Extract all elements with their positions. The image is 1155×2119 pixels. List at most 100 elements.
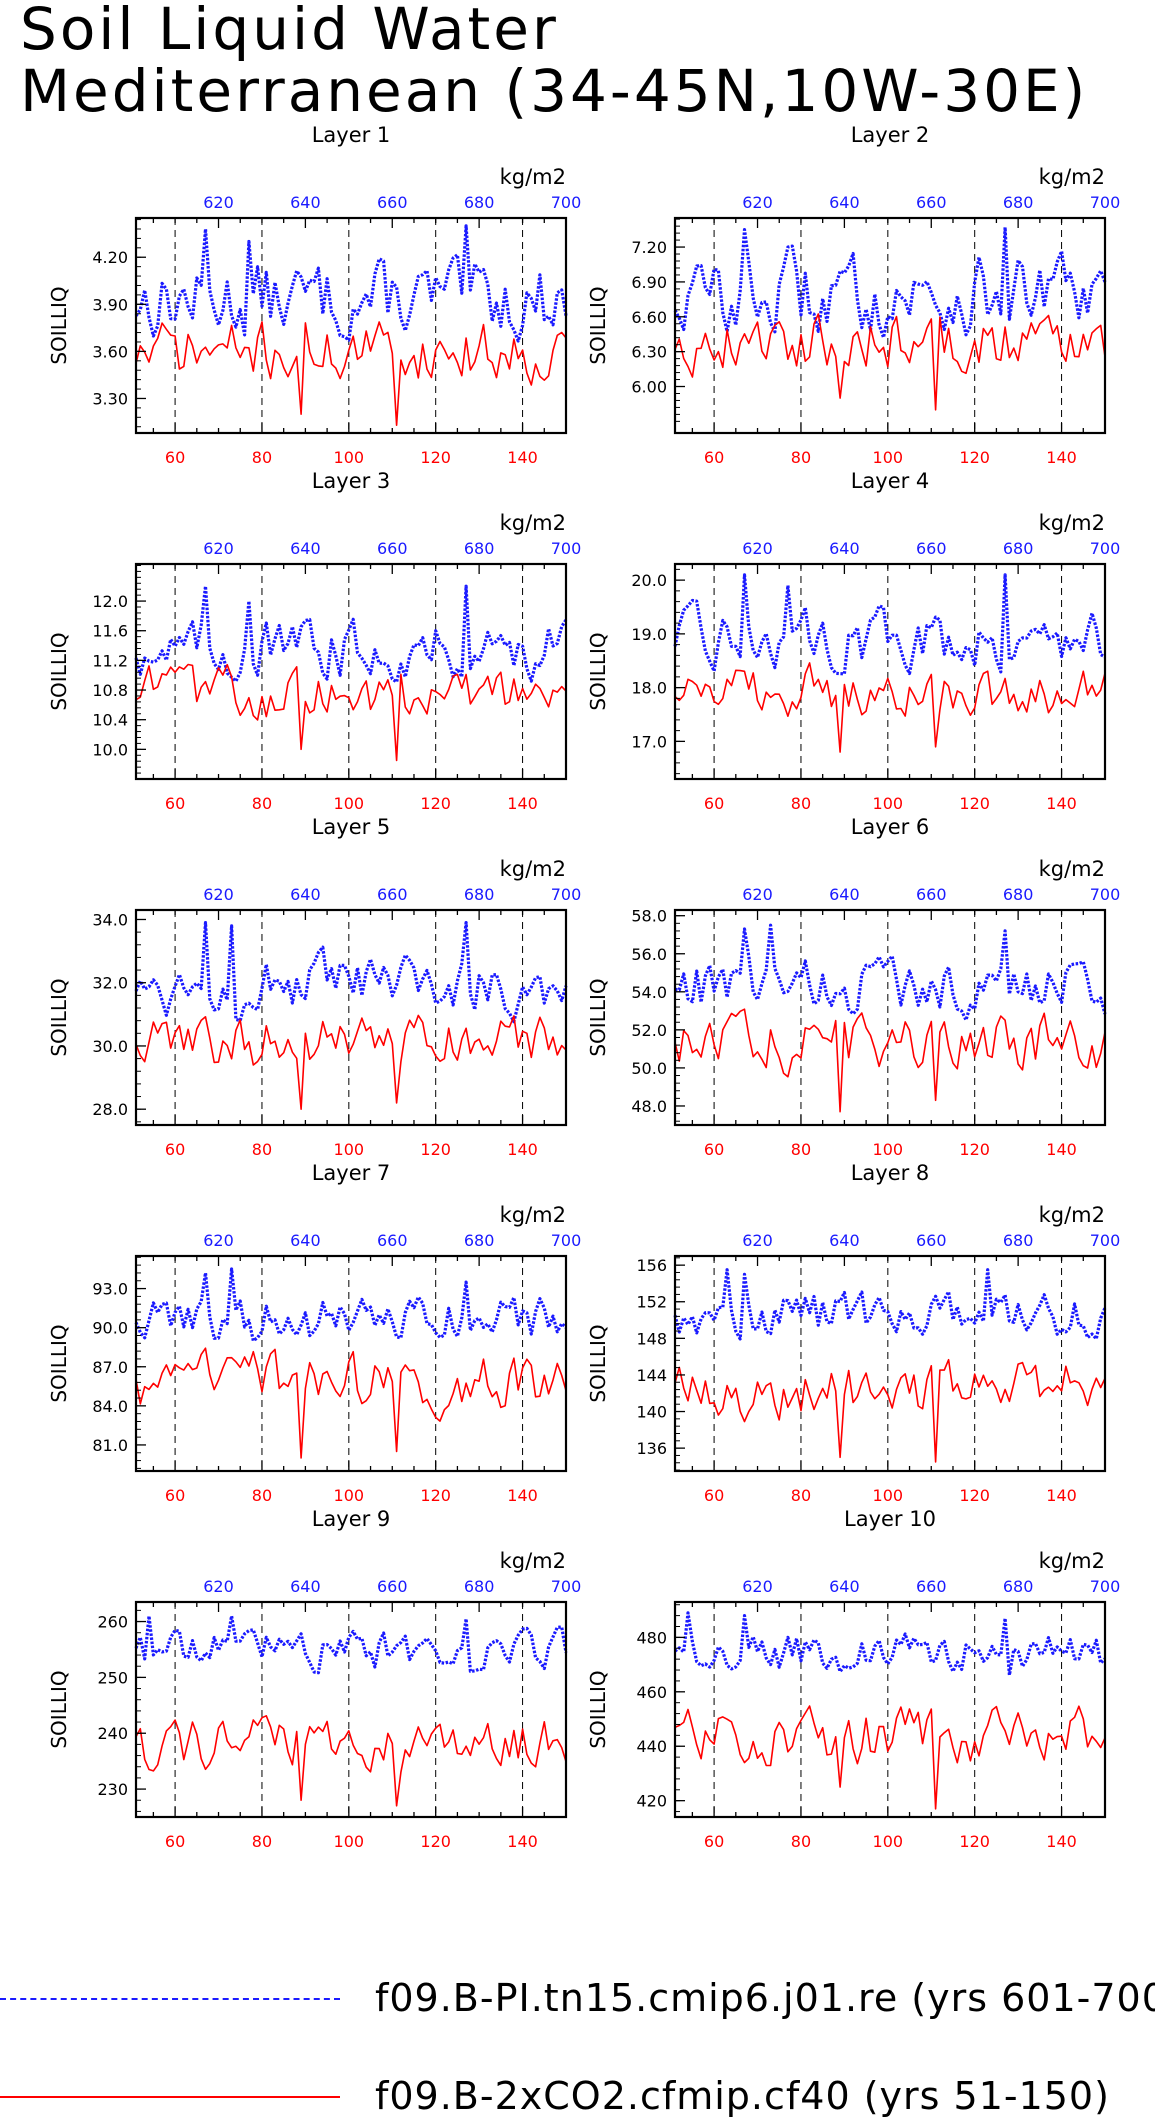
x-tick-label: 60 xyxy=(704,1140,724,1159)
y-tick-label: 50.0 xyxy=(631,1059,667,1078)
y-tick-label: 93.0 xyxy=(92,1280,128,1299)
x-tick-label: 80 xyxy=(252,448,272,467)
y-tick-label: 54.0 xyxy=(631,983,667,1002)
panel-layer-8: Layer 8 kg/m2 60 80 100 120 140 620 640 660 680 700… xyxy=(586,1161,1120,1505)
top-axis-label: kg/m2 xyxy=(1039,857,1105,881)
plot-frame xyxy=(673,562,1107,781)
x-tick-label: 140 xyxy=(1046,1486,1077,1505)
y-axis-label: SOILLIQ xyxy=(47,1324,71,1402)
x-tick-label: 80 xyxy=(791,794,811,813)
y-tick-label: 12.0 xyxy=(92,592,128,611)
top-x-tick-label: 680 xyxy=(464,193,495,212)
plot-frame xyxy=(673,908,1107,1127)
series-line-2xco2 xyxy=(674,1008,1106,1113)
y-axis-label: SOILLIQ xyxy=(586,978,610,1056)
x-tick-label: 80 xyxy=(791,1140,811,1159)
y-tick-label: 10.0 xyxy=(92,740,128,759)
top-x-tick-label: 700 xyxy=(1090,1577,1121,1596)
plot-frame xyxy=(673,1600,1107,1819)
top-axis-label: kg/m2 xyxy=(1039,1203,1105,1227)
y-tick-label: 3.90 xyxy=(92,295,128,314)
y-tick-label: 28.0 xyxy=(92,1100,128,1119)
top-x-tick-label: 660 xyxy=(916,539,947,558)
y-tick-label: 480 xyxy=(636,1628,667,1647)
top-x-tick-label: 680 xyxy=(464,1577,495,1596)
top-axis-label: kg/m2 xyxy=(500,165,566,189)
y-tick-label: 84.0 xyxy=(92,1397,128,1416)
panel-title: Layer 6 xyxy=(851,815,930,839)
top-x-tick-label: 680 xyxy=(1003,1577,1034,1596)
top-x-tick-label: 700 xyxy=(551,1231,582,1250)
x-tick-label: 140 xyxy=(1046,1140,1077,1159)
y-tick-label: 58.0 xyxy=(631,907,667,926)
x-tick-label: 60 xyxy=(165,1832,185,1851)
series-line-2xco2 xyxy=(135,663,567,762)
x-tick-label: 140 xyxy=(507,794,538,813)
y-tick-label: 18.0 xyxy=(631,679,667,698)
top-x-tick-label: 640 xyxy=(829,1231,860,1250)
top-x-tick-label: 660 xyxy=(377,1577,408,1596)
y-tick-label: 32.0 xyxy=(92,974,128,993)
top-x-tick-label: 640 xyxy=(290,885,321,904)
y-tick-label: 6.00 xyxy=(631,378,667,397)
y-axis-label: SOILLIQ xyxy=(586,1324,610,1402)
top-x-tick-label: 620 xyxy=(203,885,234,904)
x-tick-label: 80 xyxy=(252,1140,272,1159)
y-axis-label: SOILLIQ xyxy=(586,632,610,710)
top-x-tick-label: 620 xyxy=(203,539,234,558)
x-tick-label: 80 xyxy=(252,794,272,813)
top-x-tick-label: 680 xyxy=(1003,1231,1034,1250)
y-tick-label: 440 xyxy=(636,1737,667,1756)
top-x-tick-label: 660 xyxy=(377,885,408,904)
x-tick-label: 80 xyxy=(791,448,811,467)
plot-frame xyxy=(673,216,1107,435)
plot-frame xyxy=(134,908,568,1127)
top-x-tick-label: 700 xyxy=(1090,885,1121,904)
x-tick-label: 100 xyxy=(873,1140,904,1159)
y-tick-label: 420 xyxy=(636,1792,667,1811)
y-tick-label: 140 xyxy=(636,1403,667,1422)
x-tick-label: 140 xyxy=(1046,1832,1077,1851)
top-axis-label: kg/m2 xyxy=(1039,1549,1105,1573)
top-x-tick-label: 620 xyxy=(203,193,234,212)
x-tick-label: 80 xyxy=(791,1486,811,1505)
series-line-pi xyxy=(134,1614,568,1675)
y-tick-label: 152 xyxy=(636,1293,667,1312)
x-tick-label: 60 xyxy=(165,794,185,813)
x-tick-label: 100 xyxy=(873,1832,904,1851)
top-x-tick-label: 620 xyxy=(203,1231,234,1250)
x-tick-label: 100 xyxy=(334,1832,365,1851)
series-line-pi xyxy=(673,1268,1107,1341)
panel-title: Layer 9 xyxy=(312,1507,391,1531)
plot-frame xyxy=(134,216,568,435)
x-tick-label: 100 xyxy=(334,448,365,467)
x-tick-label: 140 xyxy=(507,448,538,467)
y-tick-label: 156 xyxy=(636,1256,667,1275)
y-tick-label: 17.0 xyxy=(631,732,667,751)
top-x-tick-label: 700 xyxy=(551,885,582,904)
y-axis-label: SOILLIQ xyxy=(47,286,71,364)
y-axis-label: SOILLIQ xyxy=(586,1670,610,1748)
series-line-pi xyxy=(134,1267,568,1343)
legend-label-series1: f09.B-PI.tn15.cmip6.j01.re (yrs 601-700) xyxy=(375,1976,1155,2020)
y-axis-label: SOILLIQ xyxy=(586,286,610,364)
panel-layer-1: Layer 1 kg/m2 60 80 100 120 140 620 640 660 680 700… xyxy=(47,123,581,467)
series-line-pi xyxy=(674,923,1107,1022)
x-tick-label: 100 xyxy=(873,1486,904,1505)
y-tick-label: 250 xyxy=(97,1668,128,1687)
legend-swatch-series1 xyxy=(0,1998,340,2000)
x-tick-label: 60 xyxy=(704,448,724,467)
y-tick-label: 6.30 xyxy=(631,343,667,362)
x-tick-label: 120 xyxy=(420,448,451,467)
x-tick-label: 60 xyxy=(165,1486,185,1505)
top-x-tick-label: 640 xyxy=(829,885,860,904)
y-tick-label: 230 xyxy=(97,1780,128,1799)
y-axis-label: SOILLIQ xyxy=(47,1670,71,1748)
y-tick-label: 10.8 xyxy=(92,681,128,700)
x-tick-label: 140 xyxy=(507,1486,538,1505)
series-line-2xco2 xyxy=(135,1715,567,1807)
y-tick-label: 6.60 xyxy=(631,308,667,327)
top-x-tick-label: 640 xyxy=(290,539,321,558)
x-tick-label: 100 xyxy=(334,1486,365,1505)
plot-frame xyxy=(134,1254,568,1473)
